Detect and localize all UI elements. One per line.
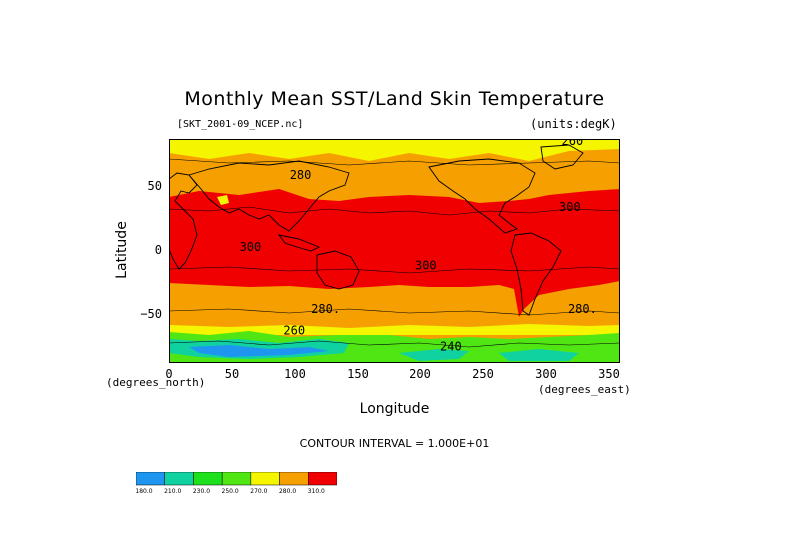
colorbar-swatch — [164, 472, 194, 486]
x-axis-unit: (degrees_east) — [538, 383, 631, 396]
contour-label: 260 — [283, 323, 305, 337]
x-tick-label: 350 — [598, 367, 620, 381]
greenland-outline — [540, 144, 584, 170]
colorbar-swatch — [193, 472, 223, 486]
australia-outline — [316, 250, 360, 290]
asia-outline — [188, 160, 350, 232]
sst-map: 280 300 300 300 280. 280. 260 260 240 — [169, 139, 620, 363]
colorbar-label: 180.0 — [135, 488, 153, 495]
colorbar-label: 230.0 — [192, 488, 211, 495]
colorbar-label: 250.0 — [221, 488, 239, 495]
y-tick-label: 50 — [147, 179, 162, 193]
contour-label-layer: 280 300 300 300 280. 280. 260 260 240 — [240, 139, 597, 354]
colorbar — [136, 472, 337, 486]
colorbar-swatch — [221, 472, 252, 486]
colorbar-swatch — [250, 472, 280, 486]
chart-title: Monthly Mean SST/Land Skin Temperature — [184, 88, 605, 110]
x-tick-label: 250 — [472, 367, 494, 381]
colorbar-label: 270.0 — [250, 488, 268, 495]
contour-label: 280. — [311, 302, 340, 316]
arctic-yellow-band — [169, 139, 620, 161]
y-tick-label: 0 — [154, 243, 162, 257]
contour-label: 240 — [440, 340, 462, 354]
indonesia-outline — [277, 234, 321, 252]
x-tick-label: 100 — [284, 367, 306, 381]
contour-label: 260 — [562, 139, 584, 148]
contour-label: 300 — [559, 200, 581, 214]
colorbar-swatch — [308, 472, 337, 486]
colorbar-swatch — [136, 472, 165, 486]
tibet-cold-spot — [217, 195, 229, 205]
map-frame — [169, 139, 620, 363]
southern-yellow-band — [169, 324, 620, 335]
contour-label: 280 — [290, 168, 312, 182]
contour-lines — [169, 158, 620, 348]
tropical-red-band — [169, 189, 620, 317]
x-tick-label: 200 — [409, 367, 431, 381]
source-file-label: [SKT_2001-09_NCEP.nc] — [177, 119, 304, 130]
y-axis-unit: (degrees_north) — [106, 376, 206, 389]
antarctica-cold-west-2 — [499, 349, 579, 361]
y-axis-label: Latitude — [114, 221, 130, 279]
colorbar-label: 280.0 — [278, 488, 297, 495]
colorbar-label: 210.0 — [164, 488, 182, 495]
contour-interval-text: CONTOUR INTERVAL = 1.000E+01 — [299, 437, 490, 450]
x-tick-label: 50 — [224, 367, 240, 381]
x-tick-label: 150 — [347, 367, 369, 381]
y-tick-label: −50 — [140, 307, 162, 321]
contour-label: 300 — [415, 259, 437, 273]
north-america-outline — [428, 158, 536, 234]
antarctica-coldest-east — [189, 345, 329, 357]
colorbar-label: 310.0 — [307, 488, 325, 495]
contour-label: 280. — [568, 302, 597, 316]
x-axis-label: Longitude — [359, 401, 430, 417]
x-tick-label: 300 — [535, 367, 557, 381]
x-tick-label: 0 — [165, 367, 173, 381]
antarctica-cold-west — [399, 349, 469, 361]
colorbar-swatch — [279, 472, 309, 486]
coastlines — [169, 144, 584, 316]
south-america-outline — [510, 232, 562, 316]
contour-label: 300 — [240, 240, 262, 254]
units-label: (units:degK) — [530, 117, 617, 131]
